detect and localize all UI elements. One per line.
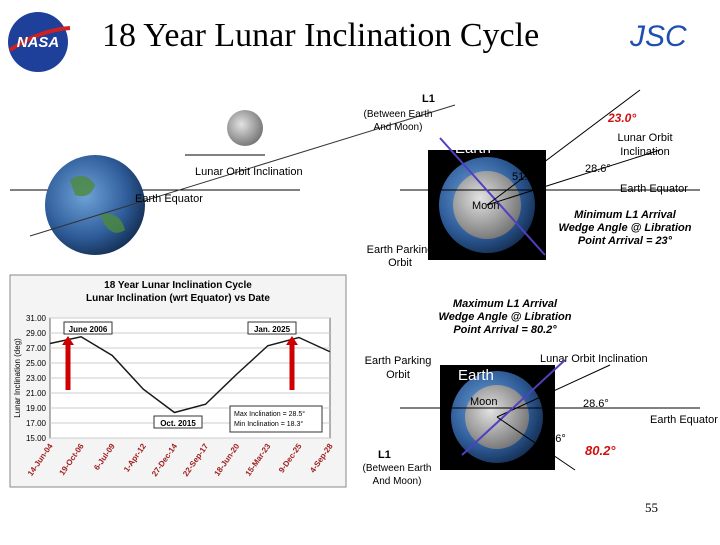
stat: Max Inclination = 28.5° [234,410,305,418]
moon: Moon [470,396,498,408]
earth: Earth [458,367,494,384]
y-tick-label: 15.00 [26,434,47,443]
label: Lunar Orbit Inclination [195,166,303,178]
angle: 51.6° [540,433,566,445]
stat: Min Inclination = 18.3° [234,420,303,428]
y-tick-label: 23.00 [26,374,47,383]
annotation: Oct. 2015 [160,419,196,428]
logo-text: NASA [17,34,60,51]
land [70,176,125,233]
y-tick-label: 21.00 [26,389,47,398]
logo-swoosh [8,26,71,52]
label: Orbit [388,257,412,269]
chart-title: 18 Year Lunar Inclination Cycle [104,280,252,291]
y-axis-label: Lunar Inclination (deg) [13,338,22,418]
angle: 80.2° [585,443,616,458]
l1: L1 [422,93,435,105]
logo [8,12,68,72]
label: Inclination [620,146,670,158]
stats-box [229,405,323,433]
y-tick-label: 29.00 [26,329,47,338]
l1: L1 [378,449,391,461]
y-tick-label: 31.00 [26,314,47,323]
annotation-box [153,415,203,429]
caption: Point Arrival = 80.2° [453,324,557,336]
moon-small [227,110,263,146]
annotation: June 2006 [69,325,108,334]
label: Earth Equator [650,414,718,426]
l1-note: (Between Earth [364,109,433,120]
y-tick-label: 25.00 [26,359,47,368]
caption: Point Arrival = 23° [578,235,673,247]
angle: 23.0° [607,111,636,125]
annotation: Jan. 2025 [254,325,291,334]
epo-line [439,137,546,256]
label: Orbit [386,369,410,381]
title: 18 Year Lunar Inclination Cycle [102,17,539,54]
arrow-head [286,336,298,345]
org: JSC [629,20,687,53]
caption: Wedge Angle @ Libration [439,311,572,323]
caption: Minimum L1 Arrival [574,209,677,221]
curve [49,335,331,414]
annotation-box [247,321,297,335]
earth: Earth [455,140,491,157]
orbit-line [486,149,661,206]
label: Earth Equator [135,193,203,205]
label: Lunar Orbit [617,132,672,144]
arrow-head [62,336,74,345]
label: Earth Equator [620,183,688,195]
label: Lunar Orbit Inclination [540,353,648,365]
orbit-line [29,104,456,237]
y-tick-label: 27.00 [26,344,47,353]
angle: 28.6° [583,398,609,410]
angle: 51.6° [512,171,538,183]
label: Earth Parking [365,355,432,367]
orbit-line [496,416,576,471]
chart-subtitle: Lunar Inclination (wrt Equator) vs Date [86,293,270,304]
y-tick-label: 17.00 [26,419,47,428]
angle: 28.6° [585,163,611,175]
page-number: 55 [645,500,658,515]
annotation-box [63,321,113,335]
caption: Maximum L1 Arrival [453,298,558,310]
l1-note: (Between Earth [363,463,432,474]
caption: Wedge Angle @ Libration [559,222,692,234]
orbit-line [486,89,641,206]
l1-note: And Moon) [373,476,422,487]
y-tick-label: 19.00 [26,404,47,413]
l1-note: And Moon) [374,122,423,133]
epo-line [461,359,566,456]
moon: Moon [472,200,500,212]
label: Earth Parking [367,244,434,256]
